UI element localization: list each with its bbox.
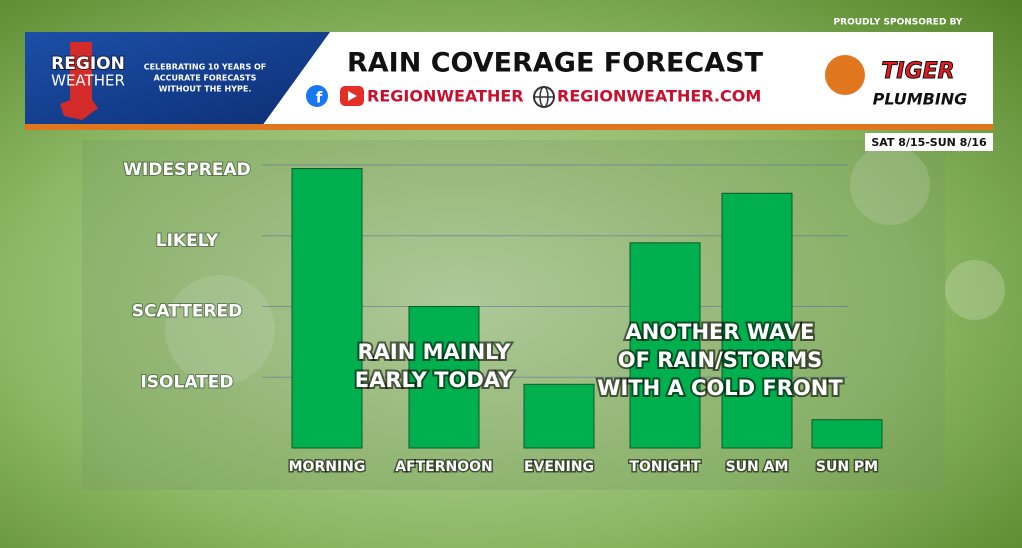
bar: [408, 306, 480, 449]
droplet: [165, 275, 275, 385]
y-tick-label: ISOLATED: [140, 372, 233, 392]
indiana-shape: [60, 42, 98, 120]
annotation: OF RAIN/STORMS: [618, 348, 822, 372]
bar: [523, 383, 595, 449]
logo-bottom: WEATHER: [51, 72, 125, 90]
y-tick-label: SCATTERED: [132, 302, 243, 322]
x-tick-label: TONIGHT: [629, 459, 701, 475]
bar: [629, 242, 701, 449]
bar: [811, 419, 883, 449]
youtube-play: [348, 91, 357, 101]
tagline: CELEBRATING 10 YEARS OF: [144, 63, 267, 72]
x-tick-label: SUN PM: [816, 459, 878, 475]
chart-title: RAIN COVERAGE FORECAST: [347, 48, 764, 79]
y-tick-label: LIKELY: [156, 231, 219, 251]
x-tick-label: MORNING: [289, 459, 366, 475]
header-accent: [25, 124, 993, 130]
header-brand-panel: [25, 32, 330, 126]
bar: [291, 168, 363, 449]
tiger-mascot: [825, 55, 865, 95]
tagline: WITHOUT THE HYPE.: [159, 85, 252, 94]
annotation: EARLY TODAY: [355, 368, 514, 392]
facebook-icon: [306, 85, 328, 107]
x-tick-label: SUN AM: [726, 459, 789, 475]
sponsor-note: PROUDLY SPONSORED BY: [834, 18, 963, 28]
bar: [721, 192, 793, 449]
website: REGIONWEATHER.COM: [557, 87, 761, 106]
droplet: [945, 260, 1005, 320]
x-tick-label: AFTERNOON: [395, 459, 493, 475]
x-tick-label: EVENING: [524, 459, 594, 475]
droplet: [850, 145, 930, 225]
date-box: [865, 133, 993, 151]
annotation: ANOTHER WAVE: [625, 320, 814, 344]
y-tick-label: WIDESPREAD: [123, 160, 250, 180]
social-handle: REGIONWEATHER: [367, 87, 524, 106]
annotation: WITH A COLD FRONT: [597, 376, 843, 400]
tagline: ACCURATE FORECASTS: [154, 74, 257, 83]
logo-top: REGION: [51, 54, 125, 74]
facebook-glyph: f: [316, 89, 323, 107]
sponsor-bottom: PLUMBING: [873, 90, 968, 109]
sponsor-top: TIGER: [881, 59, 954, 84]
chart-panel: [82, 140, 945, 490]
annotation: RAIN MAINLY: [358, 340, 512, 364]
date-range: SAT 8/15-SUN 8/16: [871, 136, 987, 149]
